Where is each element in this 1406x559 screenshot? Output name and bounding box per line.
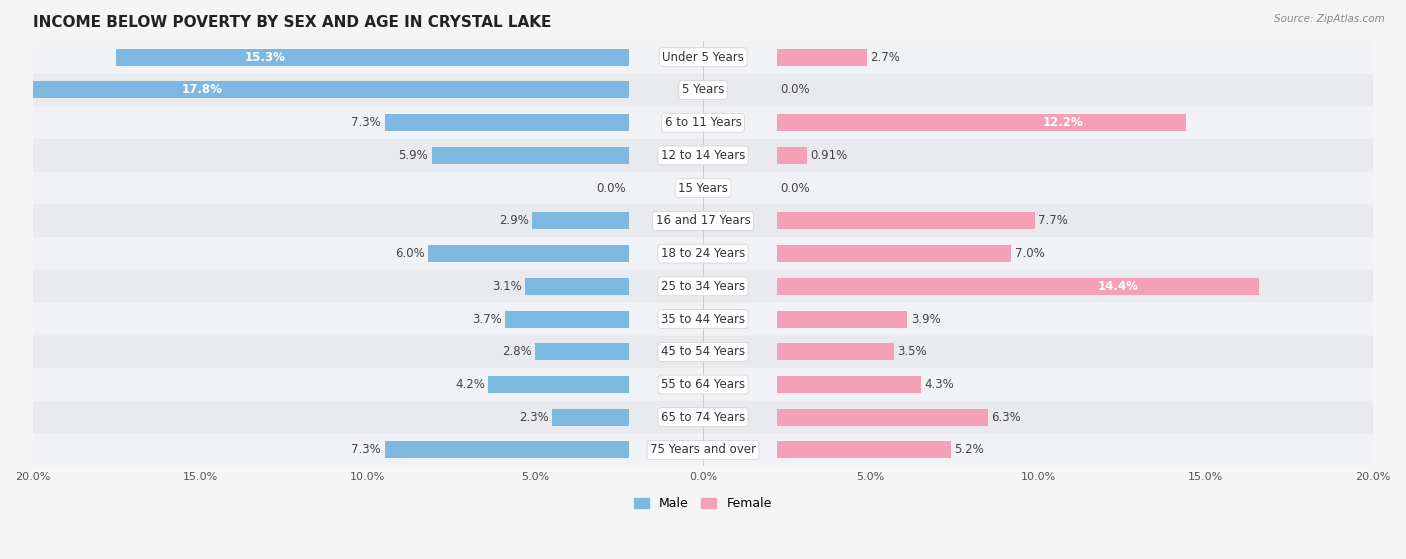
Bar [776,343,894,361]
Bar [32,82,630,98]
Bar [536,343,630,361]
Text: 12 to 14 Years: 12 to 14 Years [661,149,745,162]
Legend: Male, Female: Male, Female [630,492,776,515]
Text: 6 to 11 Years: 6 to 11 Years [665,116,741,129]
FancyBboxPatch shape [32,205,1374,237]
Text: 5 Years: 5 Years [682,83,724,97]
FancyBboxPatch shape [32,74,1374,106]
Bar [429,245,630,262]
Text: 7.7%: 7.7% [1038,215,1069,228]
Text: 25 to 34 Years: 25 to 34 Years [661,280,745,293]
FancyBboxPatch shape [32,434,1374,466]
Text: 16 and 17 Years: 16 and 17 Years [655,215,751,228]
Text: 0.0%: 0.0% [780,182,810,195]
Text: 2.7%: 2.7% [870,51,900,64]
Bar [776,147,807,164]
Bar [776,442,950,458]
Bar [531,212,630,229]
Text: 7.0%: 7.0% [1015,247,1045,260]
Text: 0.91%: 0.91% [811,149,848,162]
Bar [776,212,1035,229]
Bar [505,311,630,328]
FancyBboxPatch shape [32,172,1374,205]
Text: 4.2%: 4.2% [456,378,485,391]
Text: 0.0%: 0.0% [780,83,810,97]
Text: 3.1%: 3.1% [492,280,522,293]
FancyBboxPatch shape [32,41,1374,74]
Text: 75 Years and over: 75 Years and over [650,443,756,457]
FancyBboxPatch shape [32,139,1374,172]
Bar [385,442,630,458]
Text: 5.9%: 5.9% [398,149,429,162]
FancyBboxPatch shape [32,106,1374,139]
Bar [526,278,630,295]
Bar [776,409,988,426]
Bar [117,49,630,66]
Text: 3.7%: 3.7% [472,312,502,325]
Text: 7.3%: 7.3% [352,116,381,129]
Text: 6.0%: 6.0% [395,247,425,260]
Bar [776,49,868,66]
Text: 15 Years: 15 Years [678,182,728,195]
Text: 2.8%: 2.8% [502,345,531,358]
Text: 3.9%: 3.9% [911,312,941,325]
Bar [488,376,630,393]
FancyBboxPatch shape [32,401,1374,434]
Text: 14.4%: 14.4% [1098,280,1139,293]
Text: 4.3%: 4.3% [924,378,953,391]
Bar [776,278,1260,295]
Bar [432,147,630,164]
Bar [385,114,630,131]
Text: 7.3%: 7.3% [352,443,381,457]
Text: 3.5%: 3.5% [897,345,927,358]
Text: 65 to 74 Years: 65 to 74 Years [661,411,745,424]
Text: 2.9%: 2.9% [499,215,529,228]
Text: 55 to 64 Years: 55 to 64 Years [661,378,745,391]
Text: 5.2%: 5.2% [955,443,984,457]
Bar [776,311,907,328]
Text: 45 to 54 Years: 45 to 54 Years [661,345,745,358]
Text: 35 to 44 Years: 35 to 44 Years [661,312,745,325]
FancyBboxPatch shape [32,303,1374,335]
Text: 15.3%: 15.3% [245,51,285,64]
Text: 17.8%: 17.8% [181,83,222,97]
FancyBboxPatch shape [32,368,1374,401]
FancyBboxPatch shape [32,237,1374,270]
Bar [776,114,1185,131]
FancyBboxPatch shape [32,270,1374,303]
Bar [553,409,630,426]
Text: 12.2%: 12.2% [1043,116,1084,129]
Text: 0.0%: 0.0% [596,182,626,195]
Text: INCOME BELOW POVERTY BY SEX AND AGE IN CRYSTAL LAKE: INCOME BELOW POVERTY BY SEX AND AGE IN C… [32,15,551,30]
Text: 18 to 24 Years: 18 to 24 Years [661,247,745,260]
Bar [776,376,921,393]
Bar [776,245,1011,262]
Text: Under 5 Years: Under 5 Years [662,51,744,64]
Text: Source: ZipAtlas.com: Source: ZipAtlas.com [1274,14,1385,24]
FancyBboxPatch shape [32,335,1374,368]
Text: 2.3%: 2.3% [519,411,548,424]
Text: 6.3%: 6.3% [991,411,1021,424]
